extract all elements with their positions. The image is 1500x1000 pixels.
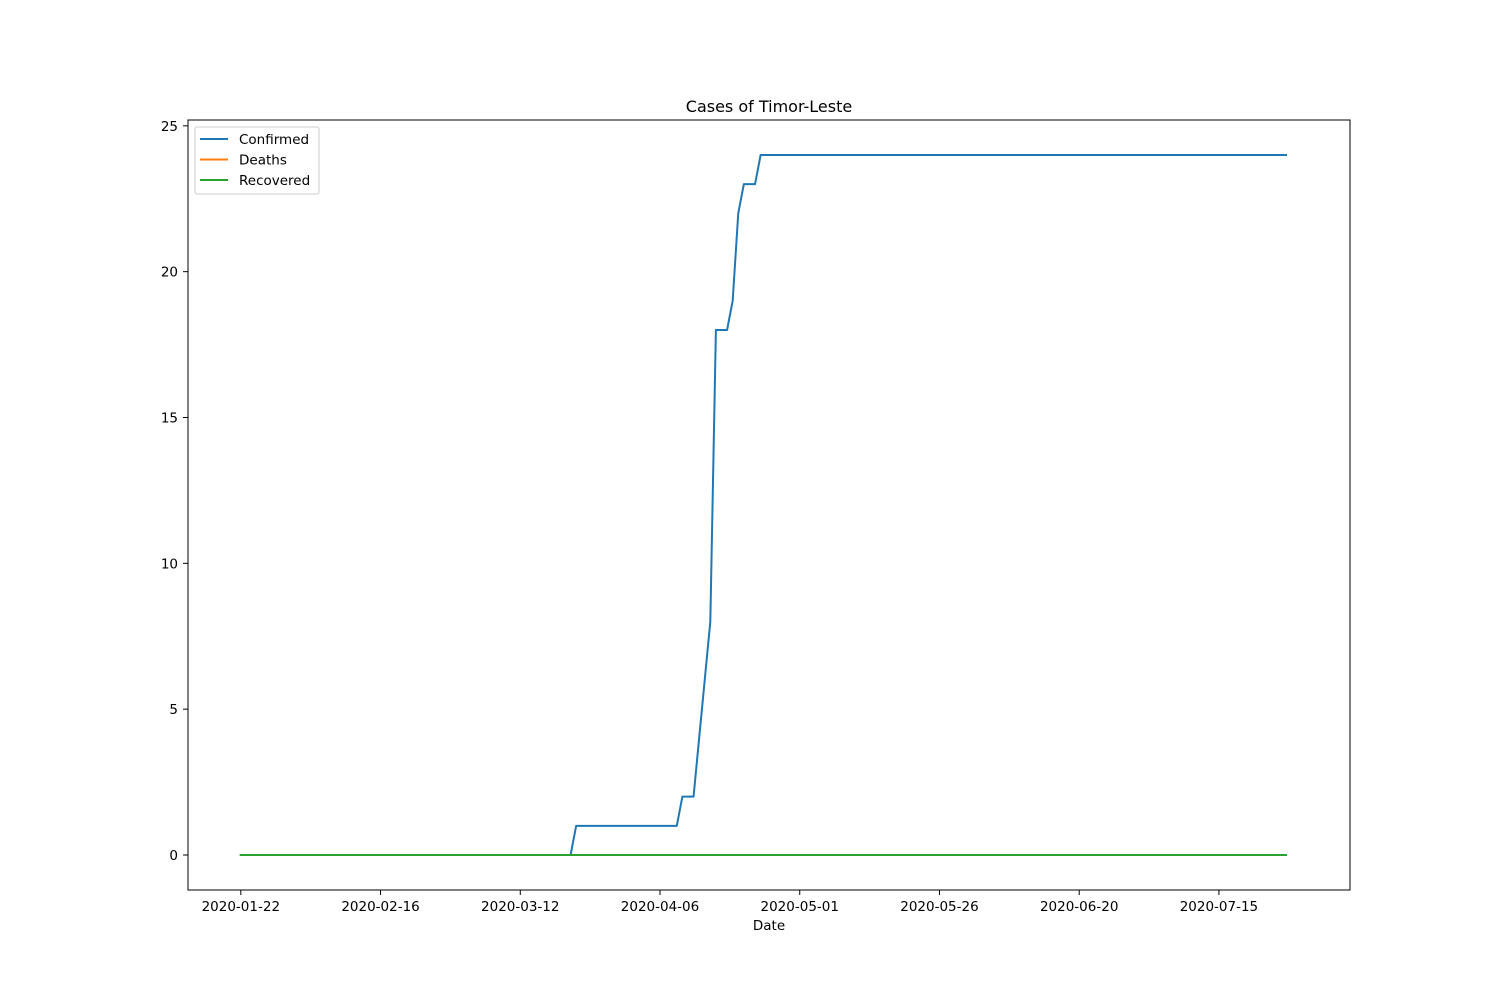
plot-area-frame	[187, 119, 1351, 891]
series-line-confirmed	[239, 154, 1287, 856]
x-tick-label: 2020-01-22	[202, 899, 280, 915]
legend-label-recovered: Recovered	[239, 173, 310, 189]
y-tick-label: 20	[161, 265, 178, 281]
y-tick-label: 5	[169, 702, 178, 718]
y-tick-label: 25	[161, 119, 178, 135]
legend-label-confirmed: Confirmed	[239, 132, 309, 148]
x-tick-label: 2020-05-01	[761, 899, 839, 915]
legend-label-deaths: Deaths	[239, 153, 287, 169]
x-tick-label: 2020-07-15	[1180, 899, 1258, 915]
chart-title: Cases of Timor-Leste	[686, 97, 852, 116]
y-axis: 0 5 10 15 20 25	[161, 119, 188, 864]
series-lines	[239, 154, 1287, 856]
legend: Confirmed Deaths Recovered	[194, 126, 320, 195]
legend-frame	[194, 126, 320, 195]
x-tick-label: 2020-03-12	[481, 899, 559, 915]
y-tick-label: 15	[161, 411, 178, 427]
x-tick-label: 2020-04-06	[621, 899, 699, 915]
x-tick-label: 2020-05-26	[900, 899, 978, 915]
x-tick-label: 2020-06-20	[1040, 899, 1118, 915]
x-axis: 2020-01-22 2020-02-16 2020-03-12 2020-04-06…	[202, 890, 1258, 915]
plot-area-background	[188, 120, 1350, 890]
x-axis-label: Date	[753, 918, 785, 934]
y-tick-label: 10	[161, 556, 178, 572]
x-tick-label: 2020-02-16	[341, 899, 419, 915]
y-tick-label: 0	[169, 848, 178, 864]
